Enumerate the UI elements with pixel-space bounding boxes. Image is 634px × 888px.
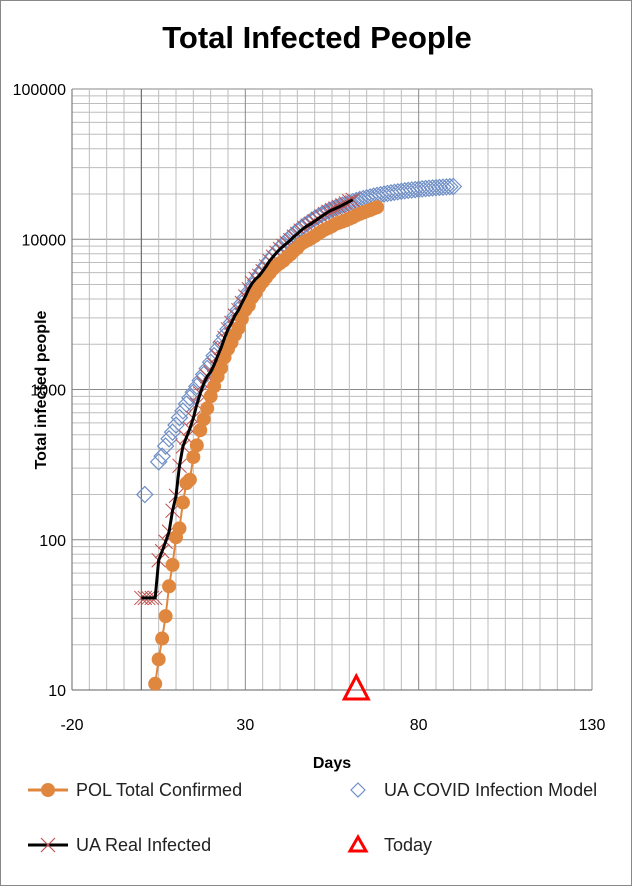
y-tick-label: 100000 [13, 82, 66, 99]
ua-model-point [406, 180, 425, 199]
ua-model-point [170, 408, 189, 427]
axes [71, 89, 592, 691]
ua-model-point [441, 177, 459, 196]
y-tick-label: 1000 [30, 383, 66, 400]
grid-lines [72, 88, 593, 690]
x-axis-label: Days [312, 755, 352, 772]
ua-model-point [375, 185, 393, 203]
tick-labels: 10 100 1000 10000 100000 -20 30 80 130 [13, 82, 606, 734]
ua-model-point [153, 447, 171, 466]
ua-model-point [385, 183, 404, 202]
ua-model-point [340, 193, 359, 212]
today-marker [341, 672, 371, 701]
ua-model-point [399, 181, 418, 200]
pol-line [154, 206, 378, 684]
ua-model-point [389, 182, 407, 201]
ua-model-point [392, 182, 411, 201]
x-tick-label: 30 [236, 717, 254, 734]
ua-model-point [434, 178, 452, 197]
y-tick-label: 10 [48, 683, 66, 700]
ua-model-point [427, 178, 445, 197]
ua-model-point [413, 180, 431, 198]
ua-model-point [395, 181, 414, 200]
ua-model-point [382, 184, 400, 202]
ua-model-point [430, 178, 449, 197]
ua-model-point [437, 178, 456, 196]
ua-model-point [423, 179, 442, 197]
x-tick-label: 130 [579, 717, 606, 734]
ua-model-point [444, 177, 463, 196]
ua-model-point [156, 437, 175, 455]
y-tick-label: 100 [39, 533, 66, 550]
ua-real-line [141, 198, 354, 600]
y-tick-label: 10000 [22, 232, 67, 249]
x-tick-label: -20 [60, 717, 83, 734]
data-series [133, 177, 463, 701]
ua-model-point [160, 429, 178, 448]
ua-model-point [181, 388, 199, 407]
ua-model-point [420, 179, 438, 198]
legend-label-ua-model: UA COVID Infection Model [384, 780, 598, 800]
ua-model-point [149, 452, 168, 471]
legend-label-pol: POL Total Confirmed [76, 780, 243, 800]
ua-model-point [378, 184, 397, 203]
ua-model-point [416, 179, 435, 198]
legend-label-today: Today [384, 835, 433, 855]
ua-model-point [174, 402, 192, 420]
ua-model-point [177, 395, 196, 413]
chart-title: Total Infected People [162, 20, 472, 55]
x-tick-label: 80 [410, 717, 428, 734]
ua-model-point [135, 485, 154, 504]
ua-real-marker [133, 590, 149, 606]
ua-model-point [402, 181, 421, 199]
ua-model-point [163, 423, 182, 442]
legend-label-ua-real: UA Real Infected [76, 835, 212, 855]
ua-model-point [167, 416, 185, 434]
ua-model-point [409, 180, 428, 199]
